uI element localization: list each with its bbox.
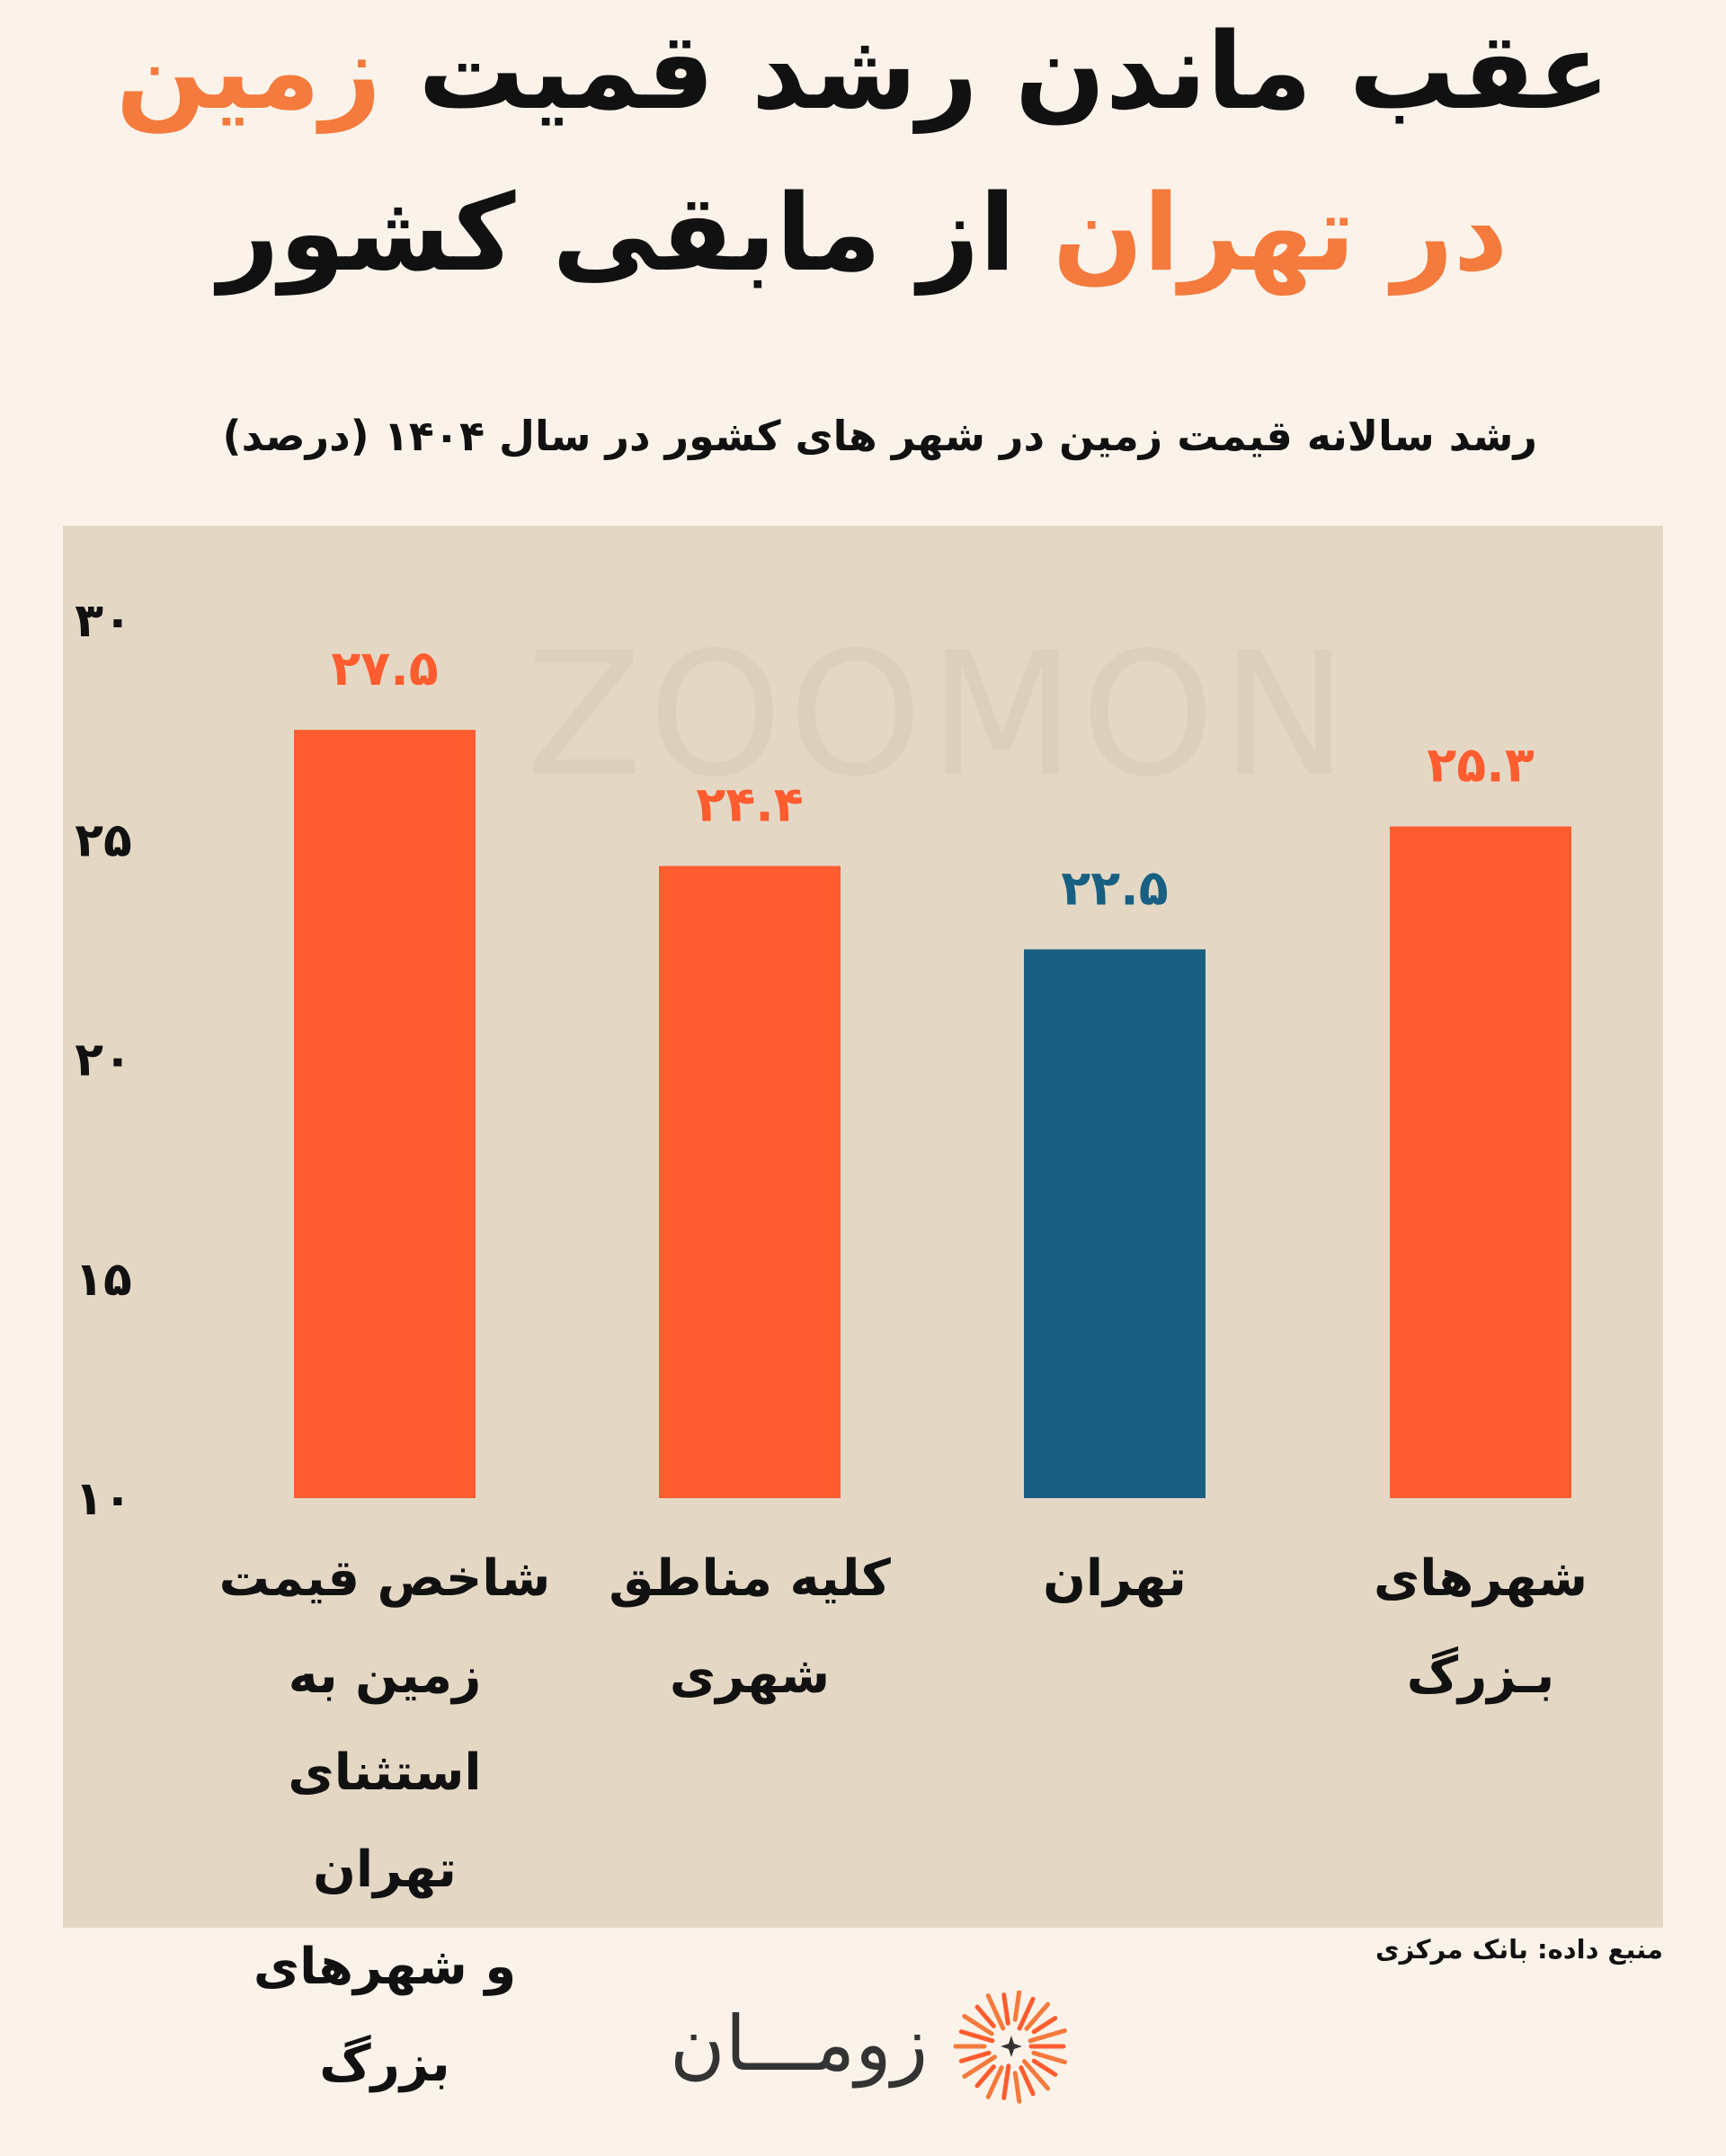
x-category-label-2: کلیه مناطق شهری (579, 1530, 921, 1725)
brand-logo: زومـــان (661, 1991, 1074, 2107)
title-accent-land: زمین (115, 9, 382, 133)
x-category-label-line: کلیه مناطق (609, 1549, 891, 1608)
x-category-label-line: شاخص قیمت (218, 1549, 551, 1608)
sunburst-ray (1021, 2059, 1051, 2091)
sunburst-star (1001, 2036, 1022, 2057)
sunburst-ray (1001, 2063, 1011, 2100)
sunburst-icon (953, 1991, 1067, 2104)
y-tick-label: ۳۰ (75, 594, 131, 648)
title-line-1: عقب ماندن رشد قمیت زمین (0, 18, 1726, 124)
x-category-label-4: شهرهای بـزرگ (1310, 1530, 1651, 1725)
sunburst-ray (1031, 2058, 1058, 2077)
bar-value-label-2: ۲۴.۴ (696, 776, 803, 833)
bar-chart: ۱۰ ۱۵ ۲۰ ۲۵ ۳۰ ۲۷.۵ ۲۴.۴ ۲۲.۵ ۲۵.۳ (75, 594, 1571, 1526)
watermark: ZOOMON (526, 616, 1354, 814)
sunburst-ray (1001, 1992, 1010, 2026)
y-tick-label: ۲۵ (75, 813, 131, 867)
x-category-label-line: شهرهای بـزرگ (1373, 1549, 1588, 1705)
bar-value-label-4: ۲۵.۳ (1427, 737, 1534, 794)
logo-text: زومـــان (670, 2000, 929, 2088)
y-tick-label: ۱۰ (75, 1472, 131, 1526)
sunburst-ray (974, 2064, 996, 2089)
bar-value-label-3: ۲۲.۵ (1061, 859, 1168, 916)
x-category-label-line: و شهرهای بزرگ (253, 1938, 517, 2093)
bar-3 (1024, 949, 1206, 1498)
sunburst-ray (985, 2065, 1004, 2099)
title-accent-tehran: در تهران (1052, 171, 1508, 295)
bar-value-label-1: ۲۷.۵ (331, 640, 438, 696)
sunburst-ray (1024, 2001, 1051, 2031)
sunburst-ray (1031, 2050, 1067, 2064)
sunburst-ray (962, 2013, 994, 2036)
title-line-2: در تهران از مابقی کشور (0, 180, 1726, 286)
x-category-label-3: تهران (944, 1530, 1286, 1628)
x-category-label-line: زمین به (288, 1646, 482, 1705)
sunburst-ray (962, 2054, 997, 2080)
x-category-label-line: استثنای تهران (288, 1743, 482, 1899)
sunburst-ray (974, 2004, 996, 2028)
y-tick-label: ۱۵ (75, 1253, 131, 1307)
x-category-label-line: تهران (1043, 1549, 1187, 1608)
sunburst-ray (1031, 2016, 1058, 2035)
chart-subtitle: رشد سالانه قیمت زمین در شهر های کشور در … (222, 412, 1537, 460)
sunburst-ray (958, 2050, 992, 2063)
sunburst-ray (1019, 2065, 1036, 2097)
sunburst-ray (985, 1993, 1006, 2031)
sunburst-ray (1017, 1996, 1036, 2031)
source-note: منبع داده: بانک مرکزی (1375, 1934, 1663, 1965)
title-line-1-text: عقب ماندن رشد قمیت (381, 9, 1611, 133)
sunburst-ray (1012, 2071, 1022, 2104)
bar-1 (294, 730, 476, 1498)
sunburst-ray (1028, 2028, 1067, 2044)
x-category-label-line: شهری (669, 1646, 831, 1705)
y-tick-label: ۲۰ (75, 1034, 131, 1087)
x-category-label-1: شاخص قیمت زمین به استثنای تهران و شهرهای بز… (214, 1530, 556, 2113)
bar-2 (659, 865, 841, 1498)
chart-panel: ZOOMON ۱۰ ۱۵ ۲۰ ۲۵ ۳۰ ۲۷.۵ ۲۴.۴ ۲۲.۵ ۲۵.۳ شاخص ق… (63, 526, 1663, 2093)
sunburst-ray (1012, 1991, 1022, 2022)
bar-4 (1390, 826, 1571, 1498)
sunburst-ray (958, 2029, 995, 2044)
title-line-2-text: از مابقی کشور (218, 171, 1053, 295)
